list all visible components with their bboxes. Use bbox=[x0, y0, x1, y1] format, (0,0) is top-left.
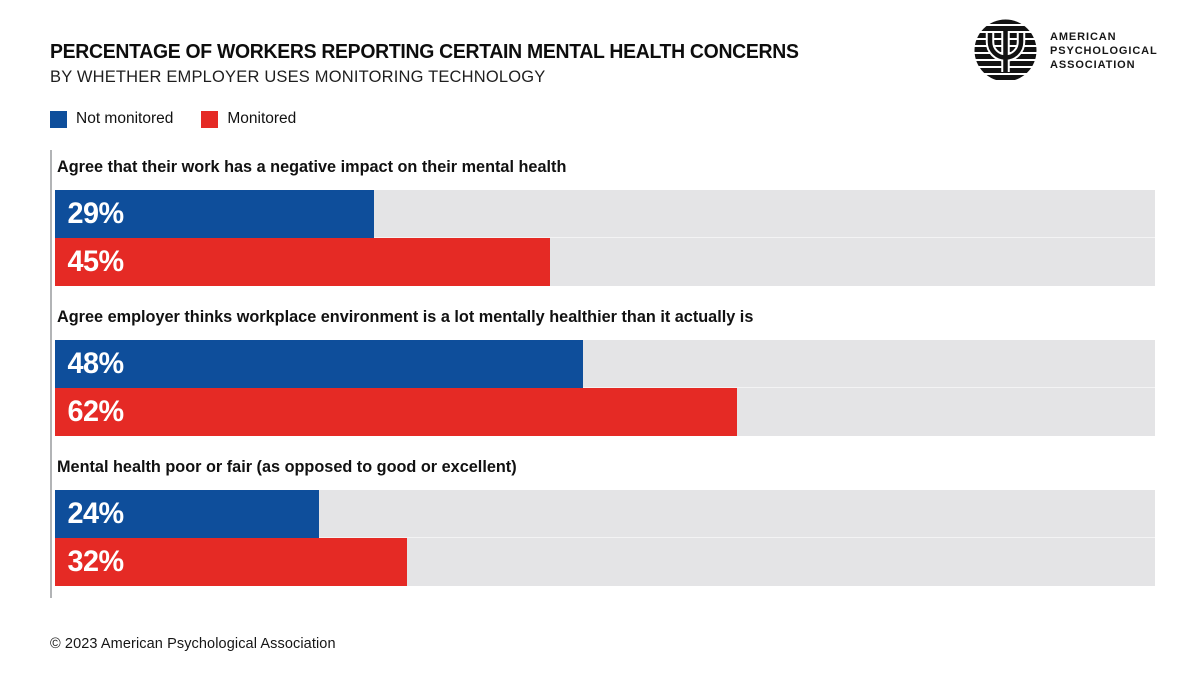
bar-group: Agree employer thinks workplace environm… bbox=[55, 308, 1155, 436]
chart-title: PERCENTAGE OF WORKERS REPORTING CERTAIN … bbox=[50, 41, 799, 63]
category-label: Agree that their work has a negative imp… bbox=[57, 158, 567, 176]
bar-value-label: 32% bbox=[67, 545, 124, 578]
bar-monitored: 62% bbox=[55, 388, 737, 436]
bar-group: Mental health poor or fair (as opposed t… bbox=[55, 458, 1155, 586]
legend-label: Not monitored bbox=[76, 110, 174, 127]
bar-group: Agree that their work has a negative imp… bbox=[55, 158, 1155, 286]
bar-value-label: 48% bbox=[67, 347, 124, 380]
psi-icon bbox=[974, 19, 1037, 82]
copyright-text: © 2023 American Psychological Associatio… bbox=[50, 636, 336, 652]
bar-value-label: 24% bbox=[67, 497, 124, 530]
bar-track: 45% bbox=[55, 238, 1155, 286]
bar-not-monitored: 24% bbox=[55, 490, 319, 538]
bar-value-label: 29% bbox=[67, 197, 124, 230]
apa-logo-line-1: AMERICAN bbox=[1050, 30, 1117, 43]
bar-monitored: 45% bbox=[55, 238, 550, 286]
not-monitored-swatch-icon bbox=[50, 110, 67, 128]
bar-track: 32% bbox=[55, 538, 1155, 586]
bar-track: 24% bbox=[55, 490, 1155, 538]
legend-item-monitored: Monitored bbox=[201, 110, 296, 128]
bar-track: 29% bbox=[55, 190, 1155, 238]
bar-not-monitored: 48% bbox=[55, 340, 583, 388]
monitored-swatch-icon bbox=[201, 110, 219, 128]
category-label: Mental health poor or fair (as opposed t… bbox=[57, 458, 517, 476]
bar-value-label: 62% bbox=[67, 395, 124, 428]
bar-track: 62% bbox=[55, 388, 1155, 436]
y-axis-line bbox=[50, 150, 52, 598]
bar-monitored: 32% bbox=[55, 538, 407, 586]
chart-subtitle: BY WHETHER EMPLOYER USES MONITORING TECH… bbox=[50, 67, 546, 86]
chart: Agree that their work has a negative imp… bbox=[50, 150, 1155, 598]
bar-not-monitored: 29% bbox=[55, 190, 374, 238]
category-label: Agree employer thinks workplace environm… bbox=[57, 308, 754, 326]
apa-logo-line-3: ASSOCIATION bbox=[1050, 58, 1136, 71]
legend-item-not-monitored: Not monitored bbox=[50, 110, 173, 128]
bar-track: 48% bbox=[55, 340, 1155, 388]
legend: Not monitored Monitored bbox=[50, 110, 296, 128]
bar-value-label: 45% bbox=[67, 245, 124, 278]
apa-logo-line-2: PSYCHOLOGICAL bbox=[1050, 44, 1158, 57]
apa-logo-wordmark: AMERICAN PSYCHOLOGICAL ASSOCIATION bbox=[1050, 30, 1158, 72]
legend-label: Monitored bbox=[227, 110, 297, 127]
apa-logo: AMERICAN PSYCHOLOGICAL ASSOCIATION bbox=[974, 19, 1158, 82]
